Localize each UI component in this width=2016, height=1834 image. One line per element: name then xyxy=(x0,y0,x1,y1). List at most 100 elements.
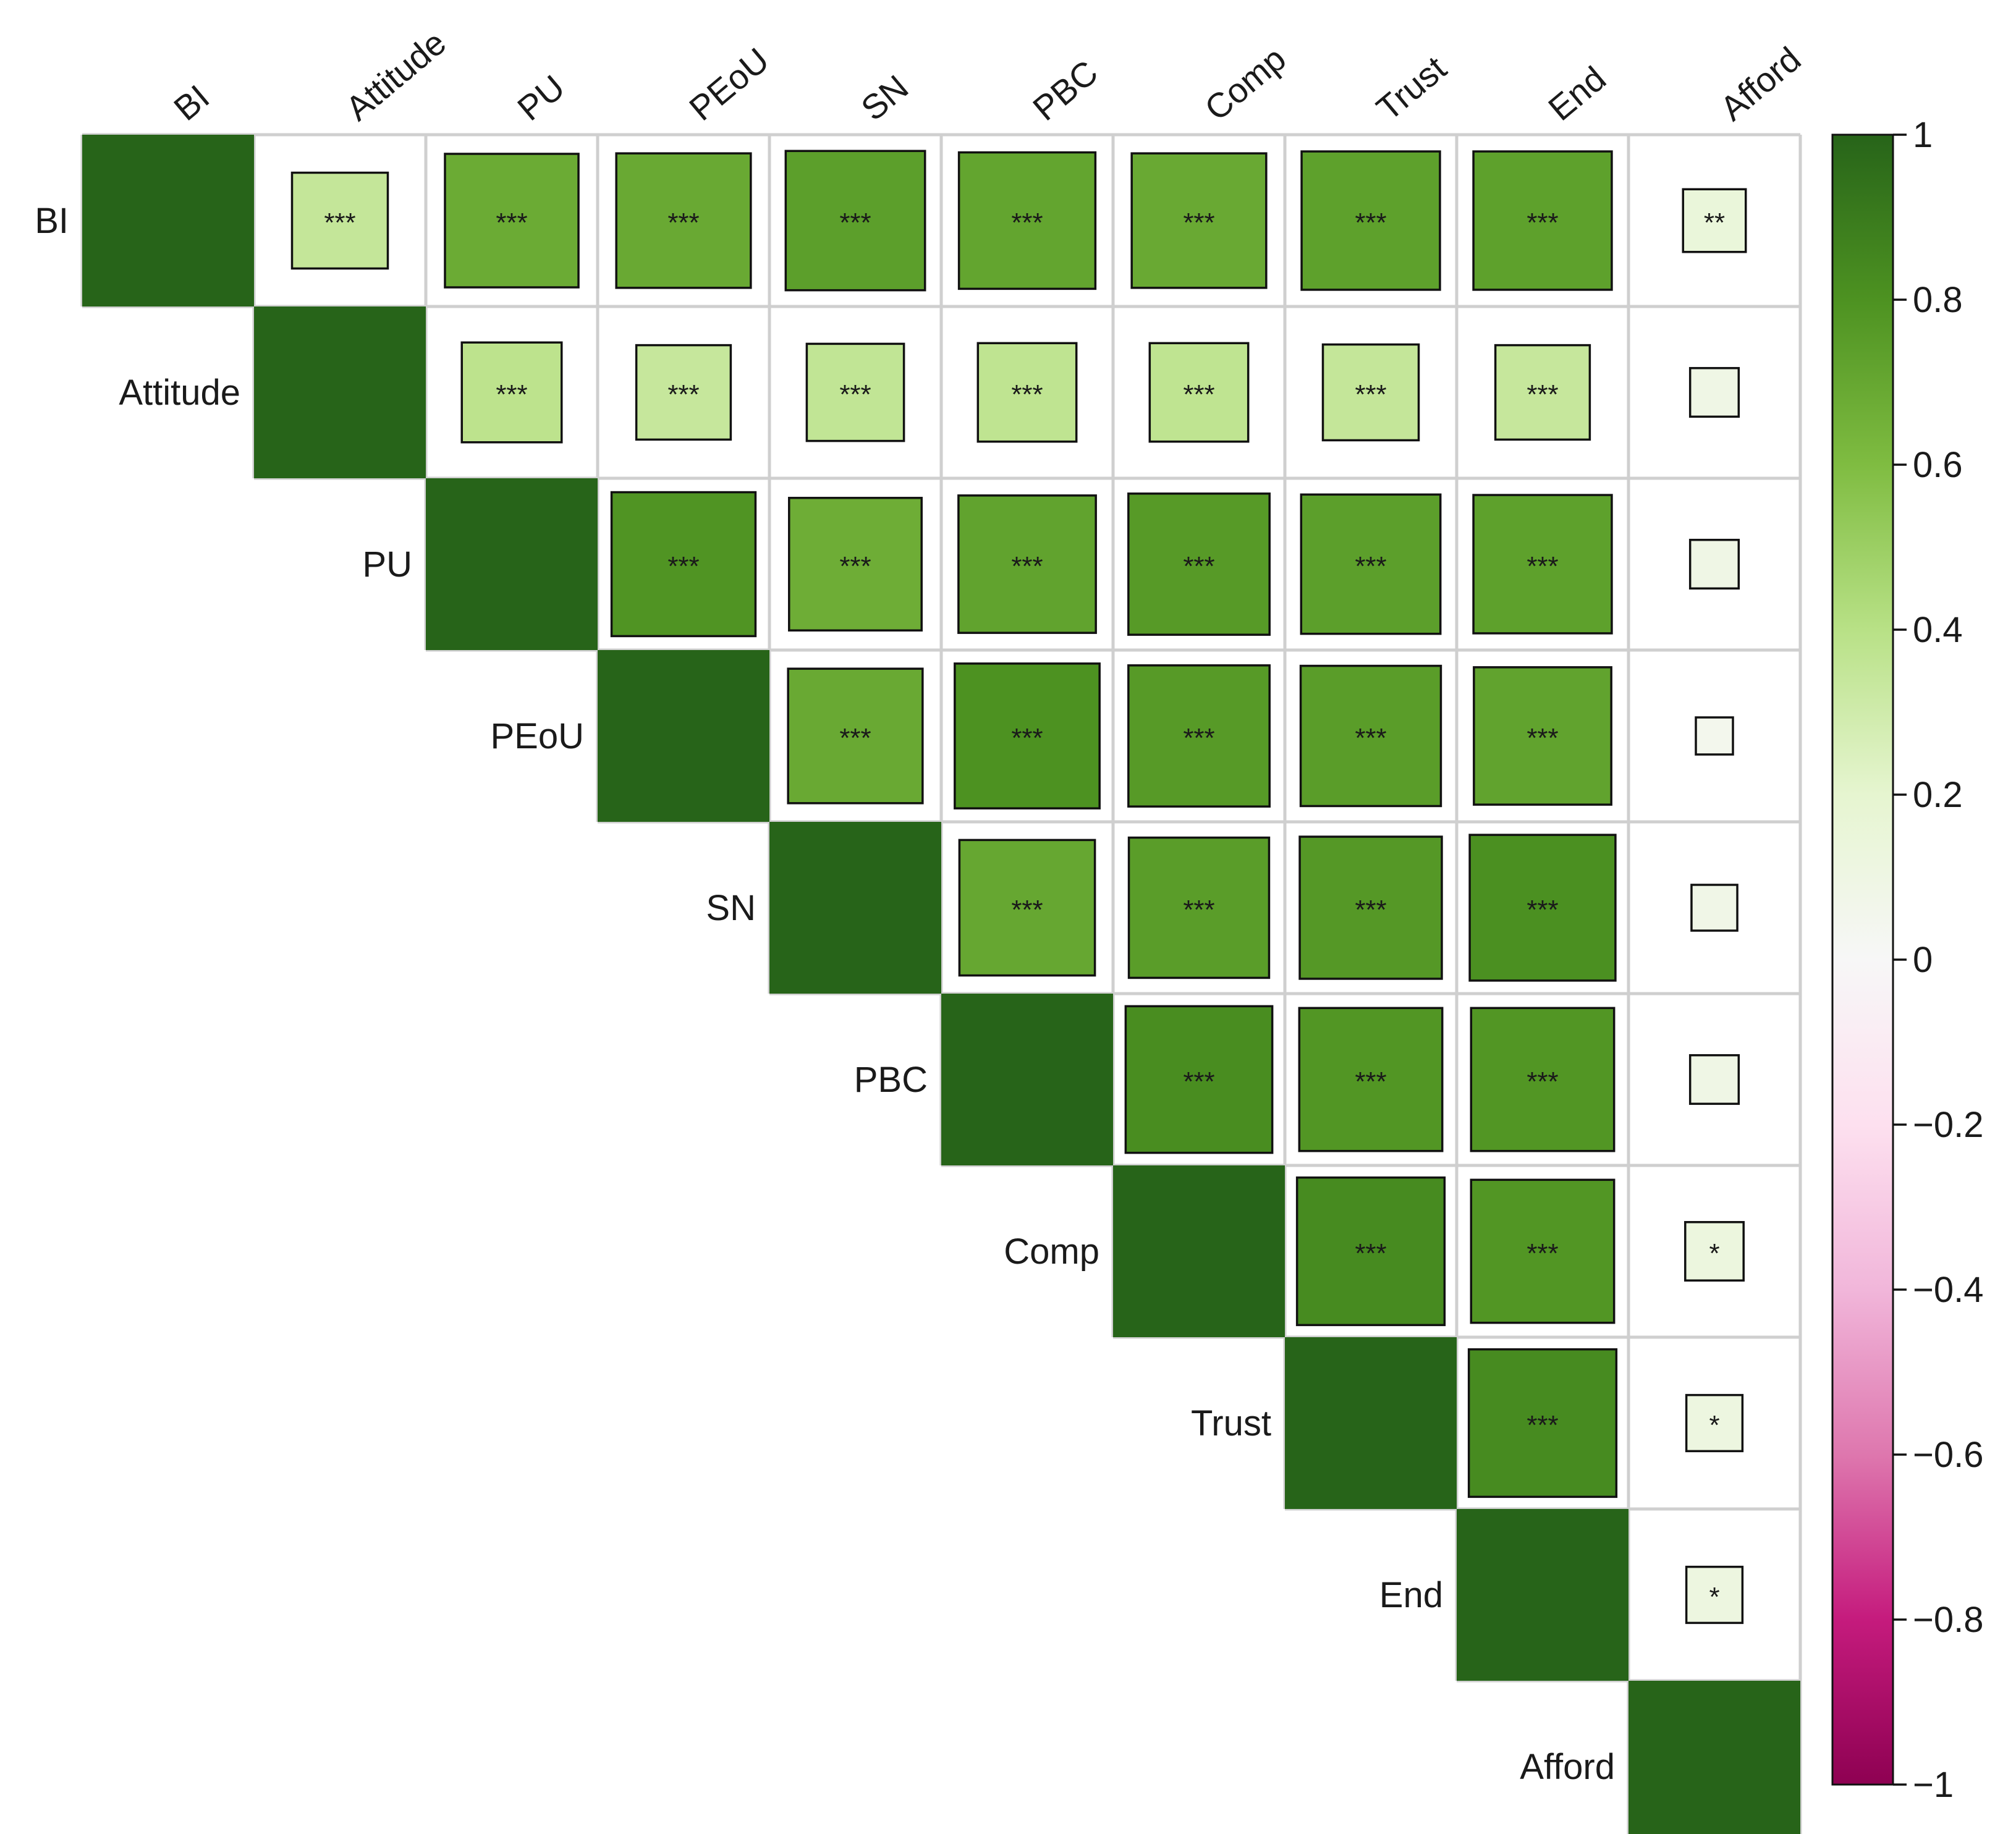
significance-label-BI-Afford: ** xyxy=(1704,208,1725,238)
cell-square-BI-PEoU xyxy=(615,152,752,289)
significance-label-PEoU-Comp: *** xyxy=(1183,723,1214,753)
significance-label-Comp-Afford: * xyxy=(1709,1238,1719,1269)
significance-label-PBC-End: *** xyxy=(1527,1067,1558,1097)
cell-square-PU-PBC xyxy=(957,494,1097,634)
significance-label-PEoU-PBC: *** xyxy=(1011,723,1043,753)
row-label-Afford: Afford xyxy=(1520,1747,1615,1787)
column-label-Afford: Afford xyxy=(1713,40,1808,129)
cell-square-Trust-End xyxy=(1467,1348,1618,1498)
cell-square-Attitude-PEoU xyxy=(635,344,732,441)
diagonal-cell-Afford xyxy=(1628,1681,1800,1834)
significance-label-BI-PU: *** xyxy=(496,208,527,238)
cell-square-PEoU-Trust xyxy=(1299,664,1442,808)
significance-label-BI-End: *** xyxy=(1527,208,1558,238)
significance-label-PU-Trust: *** xyxy=(1355,551,1386,581)
cell-square-SN-Trust xyxy=(1298,835,1443,980)
colorbar-tick-label: 0.2 xyxy=(1913,775,1963,815)
significance-label-PU-End: *** xyxy=(1527,551,1558,581)
cell-square-SN-PBC xyxy=(958,839,1096,977)
column-label-Comp: Comp xyxy=(1197,39,1293,128)
significance-label-PBC-Comp: *** xyxy=(1183,1067,1214,1097)
row-label-PBC: PBC xyxy=(854,1060,928,1100)
significance-label-BI-Attitude: *** xyxy=(324,208,355,238)
diagonal-cell-PBC xyxy=(941,994,1113,1165)
column-label-PU: PU xyxy=(510,67,572,128)
cell-square-SN-Comp xyxy=(1127,836,1271,979)
row-label-BI: BI xyxy=(35,201,69,241)
diagonal-cell-BI xyxy=(82,135,254,306)
significance-label-PBC-Trust: *** xyxy=(1355,1067,1386,1097)
significance-label-Attitude-PBC: *** xyxy=(1011,379,1043,410)
significance-label-PU-Comp: *** xyxy=(1183,551,1214,581)
column-labels: BI Attitude PU PEoU SN PBC Comp Trust End Afford xyxy=(166,23,1808,128)
row-label-PU: PU xyxy=(362,544,412,585)
cell-square-PU-Afford xyxy=(1688,538,1740,590)
diagonal-cell-Trust xyxy=(1285,1337,1457,1509)
significance-label-BI-SN: *** xyxy=(839,208,871,238)
significance-label-Attitude-End: *** xyxy=(1527,379,1558,410)
colorbar-tick-label: −0.4 xyxy=(1913,1270,1984,1310)
significance-label-Attitude-PEoU: *** xyxy=(667,379,699,410)
significance-label-SN-PBC: *** xyxy=(1011,895,1043,925)
cell-square-SN-Afford xyxy=(1690,884,1739,932)
cell-square-BI-Trust xyxy=(1300,150,1441,291)
cell-square-Attitude-SN xyxy=(805,342,905,442)
diagonal-cell-Comp xyxy=(1113,1165,1285,1337)
column-label-SN: SN xyxy=(853,67,915,128)
cell-square-BI-PU xyxy=(444,153,580,289)
significance-label-PEoU-End: *** xyxy=(1527,723,1558,753)
significance-label-SN-End: *** xyxy=(1527,895,1558,925)
column-label-Trust: Trust xyxy=(1369,48,1454,128)
cell-square-Attitude-Trust xyxy=(1321,343,1420,442)
significance-label-BI-PBC: *** xyxy=(1011,208,1043,238)
significance-label-End-Afford: * xyxy=(1709,1582,1719,1612)
column-label-PBC: PBC xyxy=(1025,53,1105,128)
cell-square-End-Afford xyxy=(1685,1565,1744,1625)
diagonal-cell-Attitude xyxy=(254,306,426,478)
cell-square-BI-Comp xyxy=(1130,152,1268,289)
colorbar-tick-label: 0.8 xyxy=(1913,280,1963,320)
significance-label-Attitude-PU: *** xyxy=(496,379,527,410)
cell-square-Attitude-Afford xyxy=(1688,366,1740,418)
cell-square-PU-PEoU xyxy=(610,491,757,638)
matrix-cells: *** *** *** *** *** *** *** *** ***** *** *** *** **… xyxy=(82,135,1800,1834)
column-label-BI: BI xyxy=(166,77,216,128)
cell-square-PEoU-SN xyxy=(787,667,924,805)
colorbar-tick-label: −1 xyxy=(1913,1765,1954,1805)
column-label-Attitude: Attitude xyxy=(338,23,453,128)
significance-label-BI-PEoU: *** xyxy=(667,208,699,238)
column-label-End: End xyxy=(1541,59,1613,128)
cell-square-PU-Trust xyxy=(1300,493,1442,635)
significance-label-Attitude-Trust: *** xyxy=(1355,379,1386,410)
colorbar-tick-label: 0 xyxy=(1913,940,1933,980)
diagonal-cell-SN xyxy=(769,822,941,994)
colorbar-tick-label: 1 xyxy=(1913,115,1933,155)
row-label-PEoU: PEoU xyxy=(490,716,584,756)
row-label-Trust: Trust xyxy=(1191,1403,1271,1443)
row-label-End: End xyxy=(1379,1575,1443,1615)
cell-square-PBC-End xyxy=(1470,1007,1616,1152)
colorbar-tick-label: 0.6 xyxy=(1913,445,1963,485)
cell-square-Comp-Afford xyxy=(1684,1221,1745,1282)
cell-square-BI-Attitude xyxy=(290,171,389,270)
significance-label-BI-Trust: *** xyxy=(1355,208,1386,238)
significance-label-Trust-Afford: * xyxy=(1709,1410,1719,1440)
significance-label-PEoU-SN: *** xyxy=(839,723,871,753)
diagonal-cell-End xyxy=(1457,1509,1628,1681)
cell-square-PU-Comp xyxy=(1127,492,1271,636)
cell-square-Trust-Afford xyxy=(1685,1393,1744,1453)
significance-label-Comp-Trust: *** xyxy=(1355,1238,1386,1269)
row-label-SN: SN xyxy=(706,888,756,928)
cell-square-Comp-End xyxy=(1470,1178,1616,1324)
significance-label-PU-PBC: *** xyxy=(1011,551,1043,581)
diagonal-cell-PU xyxy=(426,478,598,650)
cell-square-PEoU-Afford xyxy=(1695,716,1734,756)
cell-square-SN-End xyxy=(1468,834,1617,982)
significance-label-PEoU-Trust: *** xyxy=(1355,723,1386,753)
significance-label-Attitude-Comp: *** xyxy=(1183,379,1214,410)
colorbar-tick-label: −0.6 xyxy=(1913,1435,1984,1475)
cell-square-PEoU-End xyxy=(1473,666,1612,806)
cell-square-Attitude-Comp xyxy=(1148,342,1250,443)
cell-square-PEoU-Comp xyxy=(1127,664,1271,808)
